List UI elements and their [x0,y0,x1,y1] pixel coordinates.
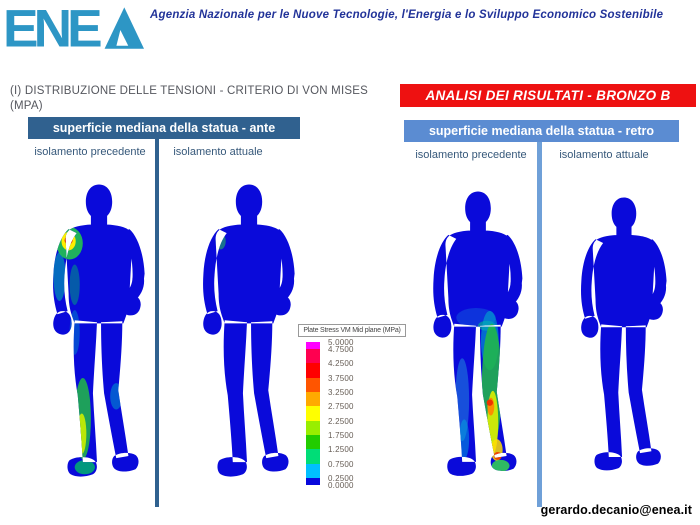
legend-band [306,342,320,350]
label-ante-precedente: isolamento precedente [34,146,146,158]
legend-tick-label: 0.7500 [328,459,354,469]
statue-ante-precedente [53,184,145,477]
divider-ante [155,139,159,507]
legend-band [306,449,320,464]
legend-tick-label: 4.2500 [328,359,354,369]
legend-band [306,463,320,478]
legend-band [306,349,320,364]
statue-ante-attuale [203,184,295,477]
legend-title: Plate Stress VM Mid plane (MPa) [298,324,406,337]
page-title: (I) DISTRIBUZIONE DELLE TENSIONI - CRITE… [10,85,368,112]
stress-overlays [215,233,226,250]
legend-tick-label: 0.0000 [328,481,354,490]
enea-logo-triangle [104,7,144,49]
legend-band [306,477,320,485]
legend-tick-label: 1.7500 [328,430,354,440]
legend-ticks: 5.0000 4.7500 4.2500 3.7500 3.2500 2.7500 2.25… [328,338,398,492]
enea-logo: ENE [3,0,144,59]
legend-tick-label: 2.7500 [328,402,354,412]
label-retro-precedente: isolamento precedente [415,149,527,161]
legend-band [306,420,320,435]
label-retro-attuale: isolamento attuale [559,149,649,161]
legend-tick-label: 3.2500 [328,388,354,398]
legend-tick-label: 3.7500 [328,373,354,383]
legend-tick-label: 0.2500 [328,473,354,483]
legend-band [306,377,320,393]
agency-name: Agenzia Nazionale per le Nuove Tecnologi… [150,9,664,21]
legend-tick-label: 2.2500 [328,416,354,426]
legend-tick-label: 5.0000 [328,338,354,347]
result-banner: ANALISI DEI RISULTATI - BRONZO B [400,84,696,107]
legend-band [306,406,320,421]
contact-email: gerardo.decanio@enea.it [540,503,692,517]
banner-retro: superficie mediana della statua - retro [404,120,679,142]
legend-tick-label: 4.7500 [328,345,354,355]
enea-logo-icon: ENE [3,0,144,59]
legend-band [306,363,320,378]
legend-band [306,392,320,407]
banner-ante: superficie mediana della statua - ante [28,117,300,139]
legend-colorbar [306,342,320,485]
legend-body: 5.0000 4.7500 4.2500 3.7500 3.2500 2.7500 2.25… [298,338,408,492]
divider-retro [537,142,542,507]
label-ante-attuale: isolamento attuale [173,146,263,158]
enea-logo-text: ENE [6,2,101,56]
statue-retro-precedente [433,191,523,476]
legend-tick-label: 1.2500 [328,445,354,455]
legend-band [306,434,320,450]
statue-retro-attuale [581,197,667,471]
stress-legend: Plate Stress VM Mid plane (MPa) 5.0000 4.… [298,324,408,492]
